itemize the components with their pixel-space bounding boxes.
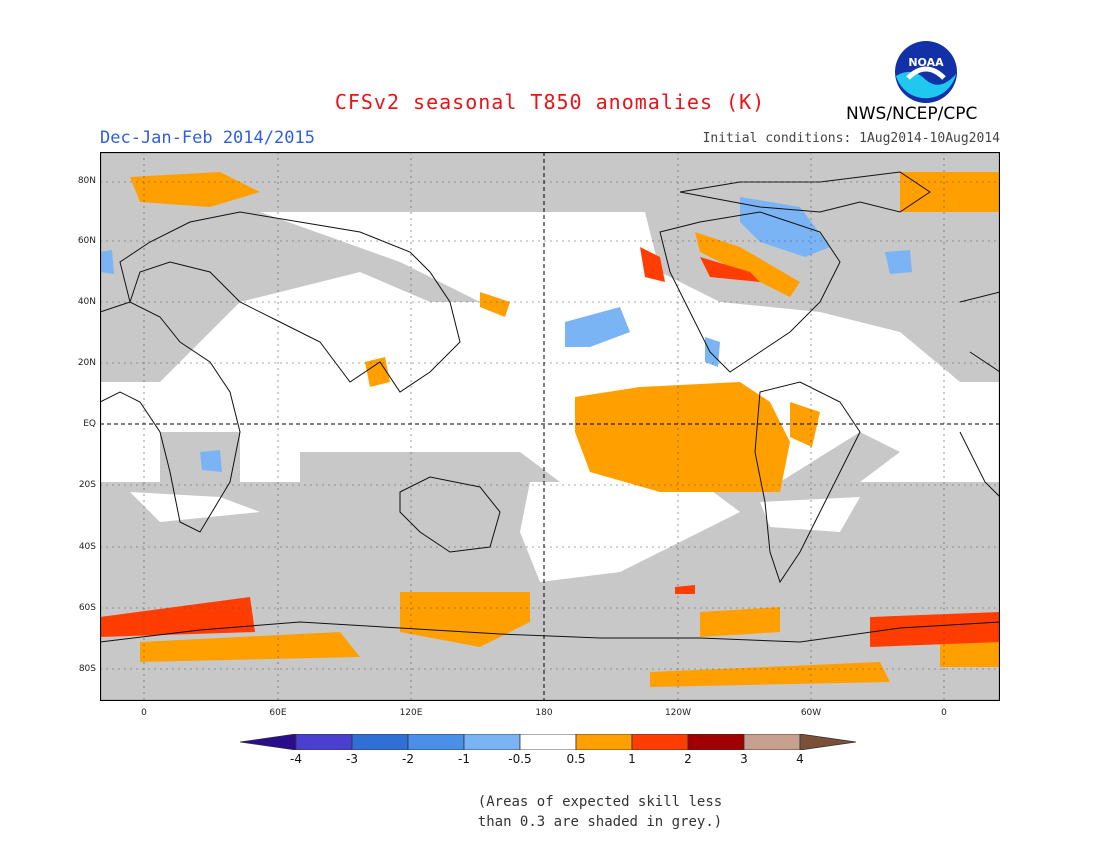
logo-text: NOAA <box>908 56 944 69</box>
lat-tick-label: 80N <box>77 176 96 186</box>
white-gaps <box>130 482 860 582</box>
lat-tick-label: EQ <box>83 419 96 429</box>
lon-tick-label: 120E <box>399 708 423 718</box>
colorbar-label: -0.5 <box>508 752 532 766</box>
colorbar-label: -1 <box>458 752 470 766</box>
colorbar-swatch <box>295 733 353 751</box>
colorbar-swatch <box>407 733 465 751</box>
colorbar-label: 1 <box>628 752 636 766</box>
lat-tick-label: 40S <box>78 542 96 552</box>
colorbar-swatch <box>575 733 633 751</box>
colorbar-label: -3 <box>346 752 358 766</box>
cool-anomalies <box>100 197 912 472</box>
initial-conditions: Initial conditions: 1Aug2014-10Aug2014 <box>702 131 1000 146</box>
graticule <box>100 152 1000 701</box>
colorbar-label: 0.5 <box>566 752 586 766</box>
lat-tick-label: 20S <box>78 480 96 490</box>
lat-tick-label: 40N <box>77 297 96 307</box>
colorbar-end-low <box>239 733 297 751</box>
colorbar <box>239 733 860 751</box>
lon-tick-label: 0 <box>941 708 947 718</box>
colorbar-label: -2 <box>402 752 414 766</box>
colorbar-swatch <box>687 733 745 751</box>
lat-tick-label: 60S <box>78 603 96 613</box>
colorbar-swatch <box>631 733 689 751</box>
colorbar-swatch <box>519 733 577 751</box>
skill-note-line: than 0.3 are shaded in grey.) <box>477 814 723 830</box>
colorbar-label: 4 <box>796 752 804 766</box>
lat-tick-label: 20N <box>77 358 96 368</box>
lat-tick-label: 60N <box>77 236 96 246</box>
map-border <box>99 151 1001 702</box>
lon-tick-label: 180 <box>535 708 553 718</box>
lon-tick-label: 120W <box>664 708 692 718</box>
lon-tick-label: 60W <box>800 708 822 718</box>
lon-tick-label: 0 <box>141 708 147 718</box>
colorbar-swatch <box>463 733 521 751</box>
lat-tick-label: 80S <box>78 664 96 674</box>
colorbar-label: 3 <box>740 752 748 766</box>
warm-anomalies <box>130 172 1000 687</box>
strong-warm-anomalies <box>100 247 1000 647</box>
map-title: CFSv2 seasonal T850 anomalies (K) <box>334 90 766 114</box>
colorbar-label: 2 <box>684 752 692 766</box>
skill-note-line: (Areas of expected skill less <box>477 794 723 810</box>
colorbar-label: -4 <box>290 752 302 766</box>
colorbar-end-high <box>799 733 857 751</box>
season-label: Dec-Jan-Feb 2014/2015 <box>100 128 315 148</box>
colorbar-swatch <box>743 733 801 751</box>
skill-note: (Areas of expected skill less than 0.3 a… <box>430 792 770 832</box>
colorbar-swatch <box>351 733 409 751</box>
agency-label: NWS/NCEP/CPC <box>846 104 978 124</box>
lon-tick-label: 60E <box>269 708 287 718</box>
anomaly-map <box>99 151 1001 702</box>
noaa-logo: NOAA <box>894 40 958 104</box>
